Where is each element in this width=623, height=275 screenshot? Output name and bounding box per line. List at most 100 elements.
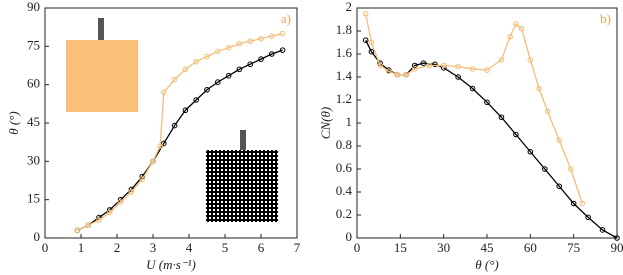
data-point: [279, 30, 286, 37]
data-point: [498, 114, 505, 121]
data-point: [204, 53, 210, 60]
data-point: [614, 235, 620, 241]
data-point: [362, 37, 369, 44]
plot-frame: [356, 7, 618, 239]
x-axis-label: U (m·s⁻¹): [146, 257, 196, 272]
data-point: [432, 61, 438, 68]
y-tick-label: 2: [346, 0, 353, 14]
data-point: [279, 47, 286, 53]
y-tick-label: 0.8: [336, 137, 352, 152]
y-tick-label: 60: [27, 76, 40, 91]
x-tick-label: 0: [354, 240, 361, 255]
data-point: [541, 166, 548, 172]
y-tick-label: 45: [27, 114, 40, 129]
data-point: [193, 58, 199, 65]
data-point: [411, 66, 418, 72]
data-point: [527, 56, 534, 63]
data-point: [204, 86, 210, 93]
data-point: [225, 44, 232, 51]
data-point: [258, 35, 264, 42]
x-tick-label: 60: [524, 240, 537, 255]
x-tick-label: 15: [394, 240, 407, 255]
data-point: [182, 107, 189, 114]
data-point: [368, 39, 375, 46]
data-point: [182, 66, 189, 73]
data-point: [585, 214, 591, 221]
data-point: [518, 25, 525, 32]
data-point: [599, 227, 606, 233]
data-point: [161, 140, 167, 147]
data-point: [139, 176, 145, 183]
data-point: [536, 85, 542, 92]
data-point: [440, 62, 447, 69]
panel-label: a): [281, 11, 291, 26]
y-tick-label: 75: [27, 37, 40, 52]
y-tick-label: 15: [27, 191, 40, 206]
data-point: [96, 217, 102, 223]
data-point: [567, 166, 574, 172]
y-tick-label: 0: [346, 229, 353, 244]
data-point: [469, 66, 476, 72]
data-point: [403, 71, 409, 78]
y-tick-label: 90: [27, 0, 40, 14]
data-point: [394, 71, 401, 78]
data-point: [377, 62, 383, 69]
data-point: [455, 63, 461, 70]
x-tick-label: 2: [114, 240, 121, 255]
data-point: [426, 62, 433, 69]
data-point: [215, 48, 221, 55]
data-point: [579, 200, 586, 207]
x-tick-label: 45: [481, 240, 494, 255]
series-line: [365, 13, 583, 204]
x-tick-label: 5: [222, 240, 229, 255]
data-point: [385, 68, 392, 75]
data-point: [74, 227, 81, 234]
data-point: [247, 38, 253, 45]
data-point: [455, 74, 461, 80]
data-point: [117, 199, 124, 206]
y-tick-label: 0.4: [336, 183, 353, 198]
y-tick-label: 1.8: [336, 22, 352, 37]
x-tick-label: 7: [294, 240, 301, 255]
data-point: [368, 48, 375, 55]
mesh-plate-icon: [206, 130, 278, 222]
data-point: [128, 189, 135, 195]
data-point: [258, 56, 264, 62]
data-point: [556, 183, 563, 190]
data-point: [157, 143, 163, 149]
x-tick-label: 75: [567, 240, 580, 255]
data-point: [544, 108, 551, 115]
data-point: [411, 62, 418, 69]
y-axis-label: CN(θ): [318, 107, 333, 139]
data-point: [570, 200, 577, 207]
data-point: [85, 222, 91, 229]
data-point: [171, 122, 178, 129]
y-axis-label: θ (°): [6, 111, 21, 135]
data-point: [513, 131, 519, 138]
data-point: [161, 89, 167, 96]
x-tick-label: 6: [258, 240, 265, 255]
x-tick-label: 3: [150, 240, 157, 255]
data-point: [225, 72, 232, 79]
x-tick-label: 4: [186, 240, 193, 255]
data-point: [269, 33, 275, 39]
y-tick-label: 1.4: [336, 68, 353, 83]
y-tick-label: 1.6: [336, 45, 353, 60]
data-point: [556, 137, 563, 144]
y-tick-label: 30: [27, 152, 40, 167]
x-tick-label: 0: [42, 240, 49, 255]
y-tick-label: 1.2: [336, 91, 352, 106]
x-tick-label: 90: [611, 240, 623, 255]
data-point: [150, 158, 156, 165]
data-point: [498, 56, 505, 63]
data-point: [507, 33, 513, 40]
data-point: [247, 61, 253, 68]
y-tick-label: 1: [346, 114, 353, 129]
x-tick-label: 30: [437, 240, 450, 255]
data-point: [193, 97, 199, 103]
data-point: [362, 10, 369, 17]
series-line: [365, 39, 618, 239]
data-point: [484, 67, 490, 73]
